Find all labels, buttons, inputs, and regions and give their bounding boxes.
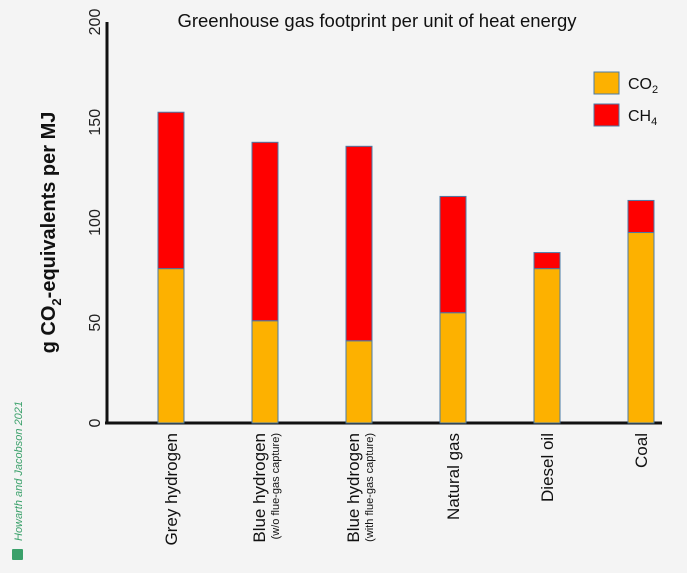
x-tick-sublabel: (with flue-gas capture): [364, 433, 376, 542]
bar-ch4: [439, 195, 467, 314]
credit-icon: [12, 549, 23, 560]
bar-ch4: [533, 252, 561, 270]
bar-ch4: [627, 199, 655, 234]
bar-co2: [345, 340, 373, 424]
bars: [157, 111, 655, 424]
legend-swatch-co2: [593, 71, 620, 95]
x-tick-label: Natural gas: [444, 433, 463, 520]
y-axis-label-part: -equivalents per MJ: [38, 112, 60, 299]
legend-label-base: CO: [628, 76, 652, 93]
legend-label-subscript: 4: [651, 116, 657, 128]
legend-label-subscript: 2: [652, 84, 658, 96]
bar-co2: [157, 268, 185, 424]
bar-ch4: [157, 111, 185, 270]
y-axis-label-part: g CO: [38, 306, 60, 354]
legend-label-co2: CO2: [628, 76, 658, 96]
y-tick-label: 100: [87, 209, 104, 236]
legend-label-ch4: CH4: [628, 108, 657, 128]
bar-co2: [533, 268, 561, 424]
bar-co2: [439, 312, 467, 424]
credit-text: Howarth and Jacobson 2021: [13, 401, 25, 541]
labels: Greenhouse gas footprint per unit of hea…: [12, 10, 651, 560]
legend-label-base: CH: [628, 108, 651, 125]
x-tick-label: Blue hydrogen: [344, 433, 363, 543]
bar-ch4: [345, 145, 373, 342]
bar-co2: [251, 320, 279, 424]
y-tick-label: 150: [87, 109, 104, 136]
chart-title: Greenhouse gas footprint per unit of hea…: [177, 10, 577, 31]
bar-ch4: [251, 141, 279, 322]
x-tick-label: Grey hydrogen: [162, 433, 181, 545]
legend-swatch-ch4: [593, 103, 620, 127]
x-tick-sublabel: (w/o flue-gas capture): [270, 433, 282, 539]
x-tick-label: Diesel oil: [538, 433, 557, 502]
x-tick-label: Blue hydrogen: [250, 433, 269, 543]
y-tick-label: 0: [87, 418, 104, 427]
y-axis-label: g CO2-equivalents per MJ: [38, 112, 64, 354]
y-axis-label-subscript: 2: [49, 298, 64, 305]
y-tick-label: 50: [87, 314, 104, 332]
y-tick-label: 200: [87, 9, 104, 36]
x-tick-label: Coal: [632, 433, 651, 468]
bar-co2: [627, 232, 655, 424]
